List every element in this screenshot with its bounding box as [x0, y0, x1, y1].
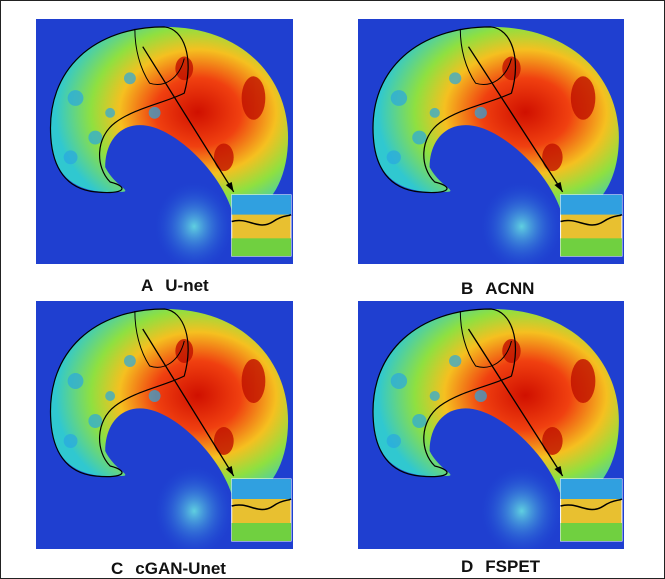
- pet-image: [358, 19, 624, 264]
- pet-image: [36, 19, 293, 264]
- panel-title: ACNN: [485, 279, 534, 298]
- panel-title: cGAN-Unet: [135, 559, 226, 578]
- figure: A U-net B ACNN CcGAN-Unet D FSPET: [0, 0, 665, 579]
- pet-image: [36, 301, 293, 549]
- panel-title: FSPET: [485, 557, 540, 576]
- panel-letter: A: [141, 276, 153, 295]
- panel-label: A U-net: [141, 276, 209, 296]
- brain-scan: [36, 301, 293, 549]
- panel-title: U-net: [165, 276, 208, 295]
- pet-image: [358, 301, 624, 549]
- brain-scan: [358, 19, 624, 264]
- panel-letter: D: [461, 557, 473, 576]
- brain-scan: [358, 301, 624, 549]
- panel-letter: B: [461, 279, 473, 298]
- panel-label: B ACNN: [461, 279, 534, 299]
- panel-label: D FSPET: [461, 557, 540, 577]
- panel-letter: C: [111, 559, 123, 578]
- brain-scan: [36, 19, 293, 264]
